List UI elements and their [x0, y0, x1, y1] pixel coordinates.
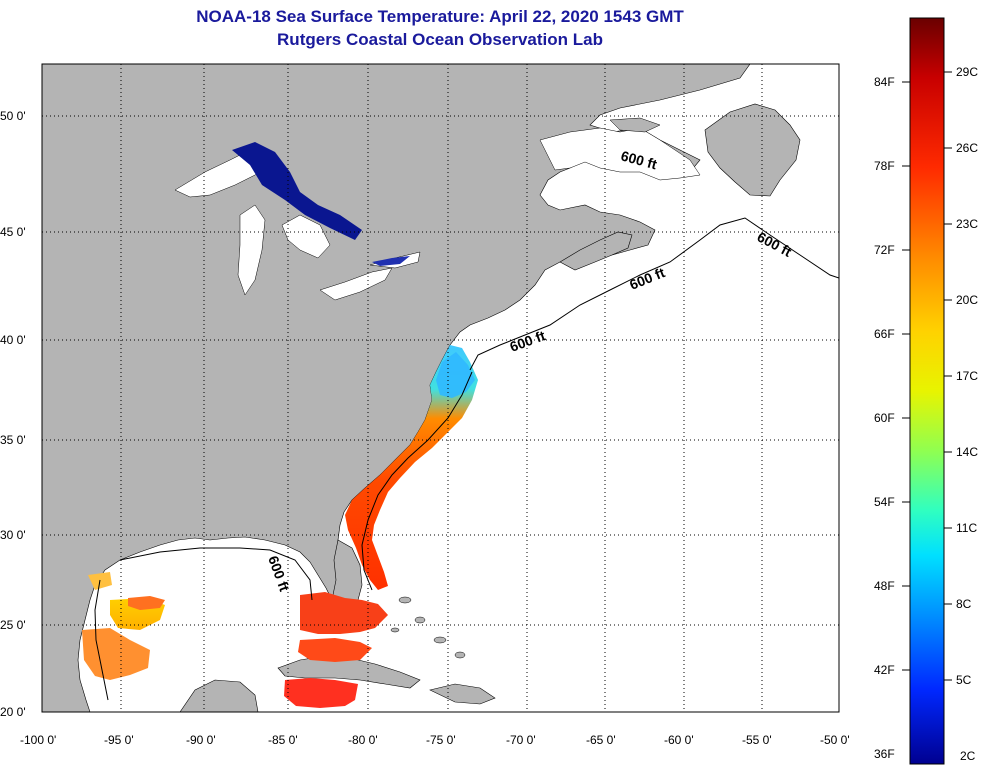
lat-label: 30 0'	[0, 528, 26, 542]
colorbar-label-c: 11C	[956, 521, 977, 535]
colorbar-label-c: 23C	[956, 217, 978, 231]
lon-label: -100 0'	[20, 733, 56, 747]
colorbar-label-c: 8C	[956, 597, 972, 611]
colorbar-label-f: 66F	[874, 327, 895, 341]
lon-label: -90 0'	[186, 733, 216, 747]
lon-label: -70 0'	[506, 733, 536, 747]
land-nova-scotia	[559, 231, 633, 271]
map-grid	[42, 64, 839, 712]
colorbar-label-c: 26C	[956, 141, 978, 155]
colorbar-label-f: 54F	[874, 495, 895, 509]
sst-florida-straits	[300, 592, 388, 634]
lon-label: -85 0'	[268, 733, 298, 747]
lon-label: -55 0'	[742, 733, 772, 747]
colorbar-label-f: 72F	[874, 243, 895, 257]
lat-label: 25 0'	[0, 618, 26, 632]
longitude-axis: -100 0' -95 0' -90 0' -85 0' -80 0' -75 …	[20, 733, 850, 747]
sst-east-coast	[345, 345, 478, 590]
colorbar-label-f: 60F	[874, 411, 895, 425]
colorbar: 84F 78F 72F 66F 60F 54F 48F 42F 36F 29C …	[874, 17, 978, 765]
colorbar-label-f: 48F	[874, 579, 895, 593]
colorbar-label-c: 2C	[960, 749, 976, 763]
colorbar-gradient	[909, 17, 945, 765]
colorbar-label-f: 78F	[874, 159, 895, 173]
land-anticosti	[609, 117, 661, 133]
colorbar-label-c: 5C	[956, 673, 972, 687]
colorbar-label-f: 36F	[874, 747, 895, 761]
lat-label: 35 0'	[0, 433, 26, 447]
map-subtitle: Rutgers Coastal Ocean Observation Lab	[277, 30, 603, 49]
colorbar-label-c: 29C	[956, 65, 978, 79]
gulf-st-lawrence	[539, 127, 701, 181]
land-yucatan	[179, 679, 259, 712]
latitude-axis: 50 0' 45 0' 40 0' 35 0' 30 0' 25 0' 20 0…	[0, 109, 26, 719]
great-lakes	[174, 142, 421, 301]
lon-label: -75 0'	[426, 733, 456, 747]
sst-south-cuba	[284, 678, 358, 708]
colorbar-label-f: 42F	[874, 663, 895, 677]
lon-label: -65 0'	[586, 733, 616, 747]
lat-label: 20 0'	[0, 705, 26, 719]
lat-label: 45 0'	[0, 225, 26, 239]
colorbar-label-c: 17C	[956, 369, 978, 383]
colorbar-label-f: 84F	[874, 75, 895, 89]
lon-label: -60 0'	[664, 733, 694, 747]
sst-gulf-west2	[82, 628, 150, 680]
colorbar-ticks	[902, 71, 952, 681]
lat-label: 40 0'	[0, 333, 26, 347]
land-bahamas	[390, 596, 466, 659]
map-frame	[41, 63, 840, 713]
colorbar-label-c: 14C	[956, 445, 978, 459]
map-title: NOAA-18 Sea Surface Temperature: April 2…	[196, 7, 684, 26]
isobath-600ft	[94, 217, 839, 701]
sst-gulf-east	[298, 638, 372, 662]
sst-gulf-central2	[128, 596, 165, 610]
lat-label: 50 0'	[0, 109, 26, 123]
land-hispaniola	[429, 683, 496, 705]
lon-label: -50 0'	[820, 733, 850, 747]
land-newfoundland	[704, 103, 801, 197]
colorbar-label-c: 20C	[956, 293, 978, 307]
lon-label: -95 0'	[104, 733, 134, 747]
lon-label: -80 0'	[348, 733, 378, 747]
